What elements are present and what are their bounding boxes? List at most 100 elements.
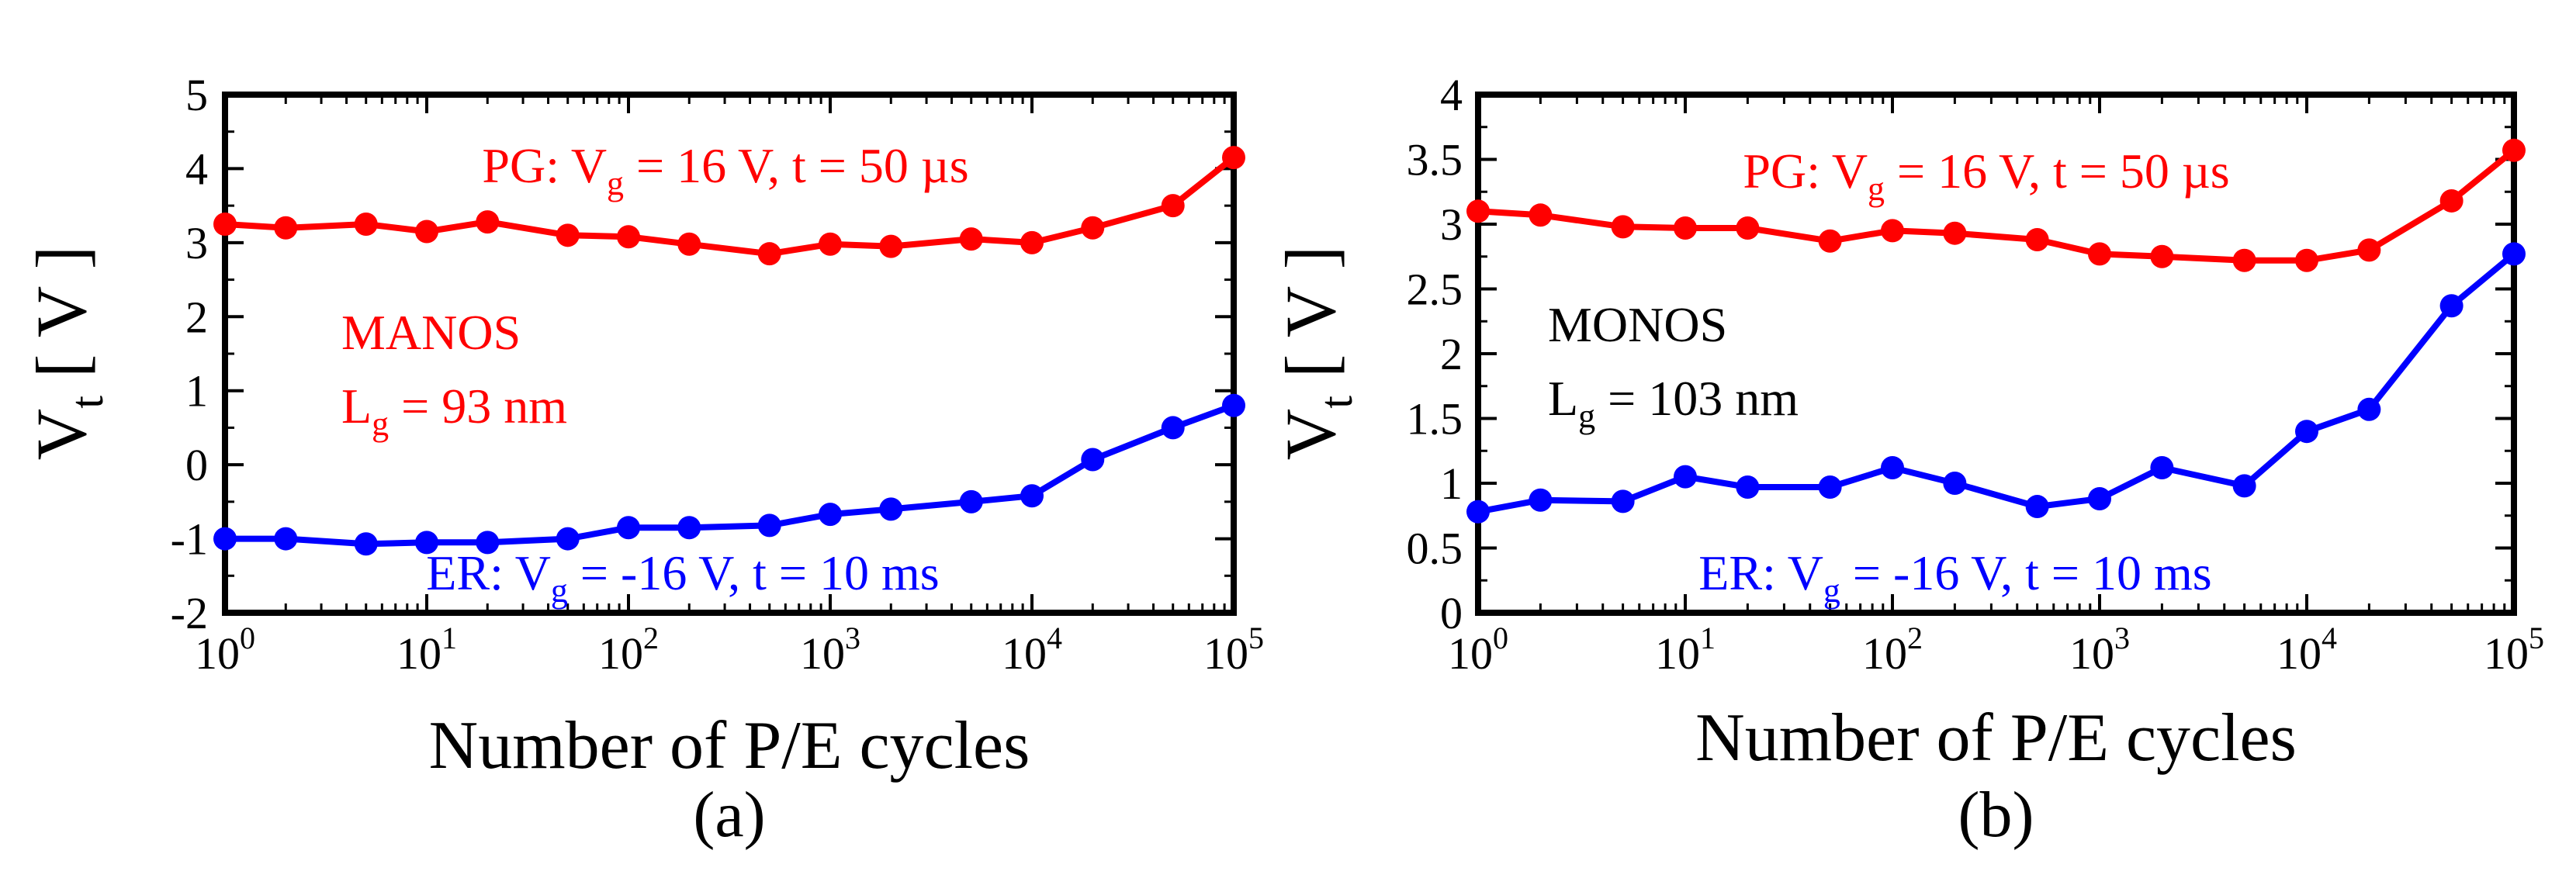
data-point <box>2232 474 2256 498</box>
data-point <box>476 210 500 234</box>
y-tick-label: -2 <box>171 588 208 638</box>
y-axis-label-subscript: t <box>61 396 113 409</box>
x-tick-exponent: 5 <box>1248 621 1264 655</box>
data-point <box>1674 465 1697 489</box>
data-point <box>2088 242 2111 266</box>
x-tick-base: 10 <box>2484 628 2529 679</box>
series-line <box>225 403 1235 548</box>
series-pg <box>213 146 1245 266</box>
data-point <box>1736 475 1760 500</box>
er-annotation-prefix: ER: V <box>1698 545 1823 600</box>
x-tick-label: 105 <box>2484 621 2544 679</box>
x-tick-base: 10 <box>396 628 441 679</box>
gate-length-subscript: g <box>372 405 389 443</box>
x-tick-base: 10 <box>2277 628 2322 679</box>
x-tick-exponent: 2 <box>1907 621 1923 655</box>
er-annotation: ER: Vg = -16 V, t = 10 ms <box>426 545 939 610</box>
gate-length-prefix: L <box>1548 371 1578 426</box>
data-point <box>2025 495 2049 519</box>
x-tick-label: 104 <box>1002 621 1062 679</box>
y-tick-label: 4 <box>185 143 208 194</box>
data-point <box>213 213 237 236</box>
x-tick-label: 103 <box>2069 621 2130 679</box>
device-label: MONOS <box>1548 297 1727 352</box>
data-point <box>2150 455 2174 479</box>
x-tick-exponent: 1 <box>1700 621 1716 655</box>
data-point <box>1020 230 1044 254</box>
x-tick-base: 10 <box>598 628 643 679</box>
x-tick-base: 10 <box>2069 628 2114 679</box>
x-tick-exponent: 0 <box>240 621 255 655</box>
data-point <box>354 213 378 236</box>
data-point <box>959 489 983 513</box>
data-point <box>617 225 640 249</box>
y-axis-label: Vt [ V ] <box>1271 246 1362 461</box>
y-axis-label: Vt [ V ] <box>22 246 113 461</box>
data-point <box>1529 203 1553 227</box>
data-point <box>1674 216 1697 240</box>
pg-annotation: PG: Vg = 16 V, t = 50 µs <box>482 138 968 202</box>
y-tick-label: 3 <box>185 218 208 268</box>
x-tick-label: 103 <box>800 621 860 679</box>
data-point <box>1081 216 1105 240</box>
data-point <box>1943 472 1967 495</box>
data-point <box>1020 484 1044 508</box>
gate-length-prefix: L <box>341 379 372 434</box>
y-tick-label: 1.5 <box>1407 394 1463 444</box>
data-point <box>2439 188 2463 213</box>
data-point <box>677 232 701 256</box>
data-point <box>1881 455 1904 479</box>
series-line <box>1477 147 2516 264</box>
y-tick-label: -1 <box>171 514 208 565</box>
y-axis-label-main: V <box>22 409 101 460</box>
data-point <box>819 503 842 527</box>
panel-label: (b) <box>1958 779 2034 851</box>
data-point <box>415 220 438 244</box>
data-point <box>1736 216 1760 240</box>
y-tick-label: 1 <box>1440 458 1463 509</box>
y-tick-label: 0 <box>1440 588 1463 638</box>
gate-length-label: Lg = 103 nm <box>1548 371 1799 435</box>
data-point <box>1161 416 1185 440</box>
data-point <box>354 532 378 556</box>
data-point <box>757 513 781 538</box>
y-tick-label: 5 <box>185 70 208 120</box>
pg-annotation-suffix: = 16 V, t = 50 µs <box>1885 143 2230 199</box>
data-point <box>1881 219 1904 243</box>
data-point <box>1943 221 1967 245</box>
x-tick-exponent: 4 <box>2322 621 2337 655</box>
data-point <box>1529 488 1553 512</box>
data-point <box>556 223 580 247</box>
y-tick-label: 2 <box>185 292 208 342</box>
x-tick-label: 102 <box>598 621 659 679</box>
data-point <box>1161 194 1185 218</box>
data-point <box>2295 248 2318 272</box>
data-point <box>2357 397 2381 421</box>
data-point <box>757 242 781 266</box>
data-point <box>274 527 298 551</box>
y-tick-label: 2 <box>1440 329 1463 379</box>
x-tick-exponent: 4 <box>1047 621 1062 655</box>
data-point <box>556 527 580 551</box>
y-axis-label-unit: [ V ] <box>22 246 101 396</box>
y-tick-label: 4 <box>1440 70 1463 120</box>
data-point <box>879 497 903 521</box>
panel-label: (a) <box>693 779 765 851</box>
data-point <box>2502 242 2526 266</box>
er-annotation-subscript: g <box>551 572 568 610</box>
pg-annotation-prefix: PG: V <box>1743 143 1868 199</box>
er-annotation-suffix: = -16 V, t = 10 ms <box>568 545 940 600</box>
y-tick-label: 3 <box>1440 199 1463 250</box>
pg-annotation-subscript: g <box>607 164 624 202</box>
data-point <box>1081 448 1105 472</box>
x-tick-label: 100 <box>195 621 255 679</box>
data-point <box>677 516 701 540</box>
er-annotation-subscript: g <box>1823 572 1840 610</box>
series-line <box>1477 251 2516 515</box>
x-tick-label: 105 <box>1203 621 1264 679</box>
x-tick-base: 10 <box>1448 628 1493 679</box>
y-tick-label: 1 <box>185 366 208 417</box>
